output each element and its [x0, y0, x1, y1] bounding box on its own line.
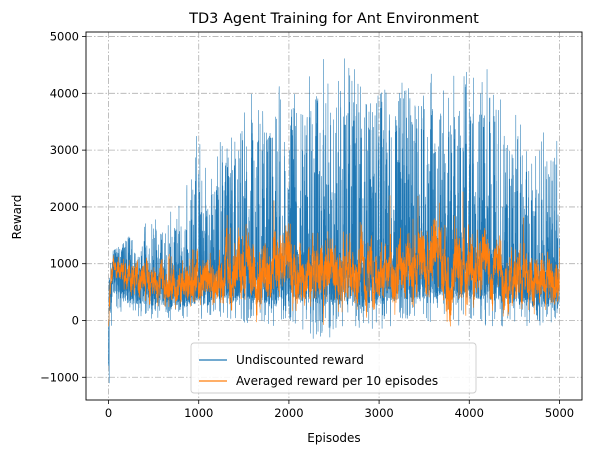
y-axis-label: Reward — [10, 195, 24, 240]
legend-label-averaged: Averaged reward per 10 episodes — [236, 374, 438, 388]
y-tick-label: 1000 — [50, 257, 79, 271]
legend: Undiscounted reward Averaged reward per … — [190, 342, 477, 394]
plot-frame — [85, 31, 583, 401]
y-tick-label: 5000 — [50, 30, 79, 44]
y-tick-label: 2000 — [50, 200, 79, 214]
x-tick-label: 2000 — [274, 406, 303, 420]
y-tick-label: −1000 — [40, 370, 79, 384]
x-tick-label: 4000 — [455, 406, 484, 420]
x-tick-label: 3000 — [364, 406, 393, 420]
y-tick-label: 4000 — [50, 86, 79, 100]
x-axis-label: Episodes — [307, 431, 360, 445]
axis-ticks: 0 1000 2000 3000 4000 5000 −1000 0 1000 2000 3000 4… — [40, 30, 574, 420]
x-tick-label: 0 — [105, 406, 112, 420]
x-tick-label: 5000 — [545, 406, 574, 420]
chart-title: TD3 Agent Training for Ant Environment — [188, 11, 479, 27]
legend-label-undiscounted: Undiscounted reward — [236, 353, 364, 367]
x-tick-label: 1000 — [184, 406, 213, 420]
series-averaged-reward — [108, 191, 560, 327]
series-undiscounted-reward — [108, 58, 560, 384]
y-tick-label: 0 — [72, 313, 79, 327]
y-tick-label: 3000 — [50, 143, 79, 157]
legend-box — [190, 342, 477, 394]
series-layer — [108, 58, 560, 384]
